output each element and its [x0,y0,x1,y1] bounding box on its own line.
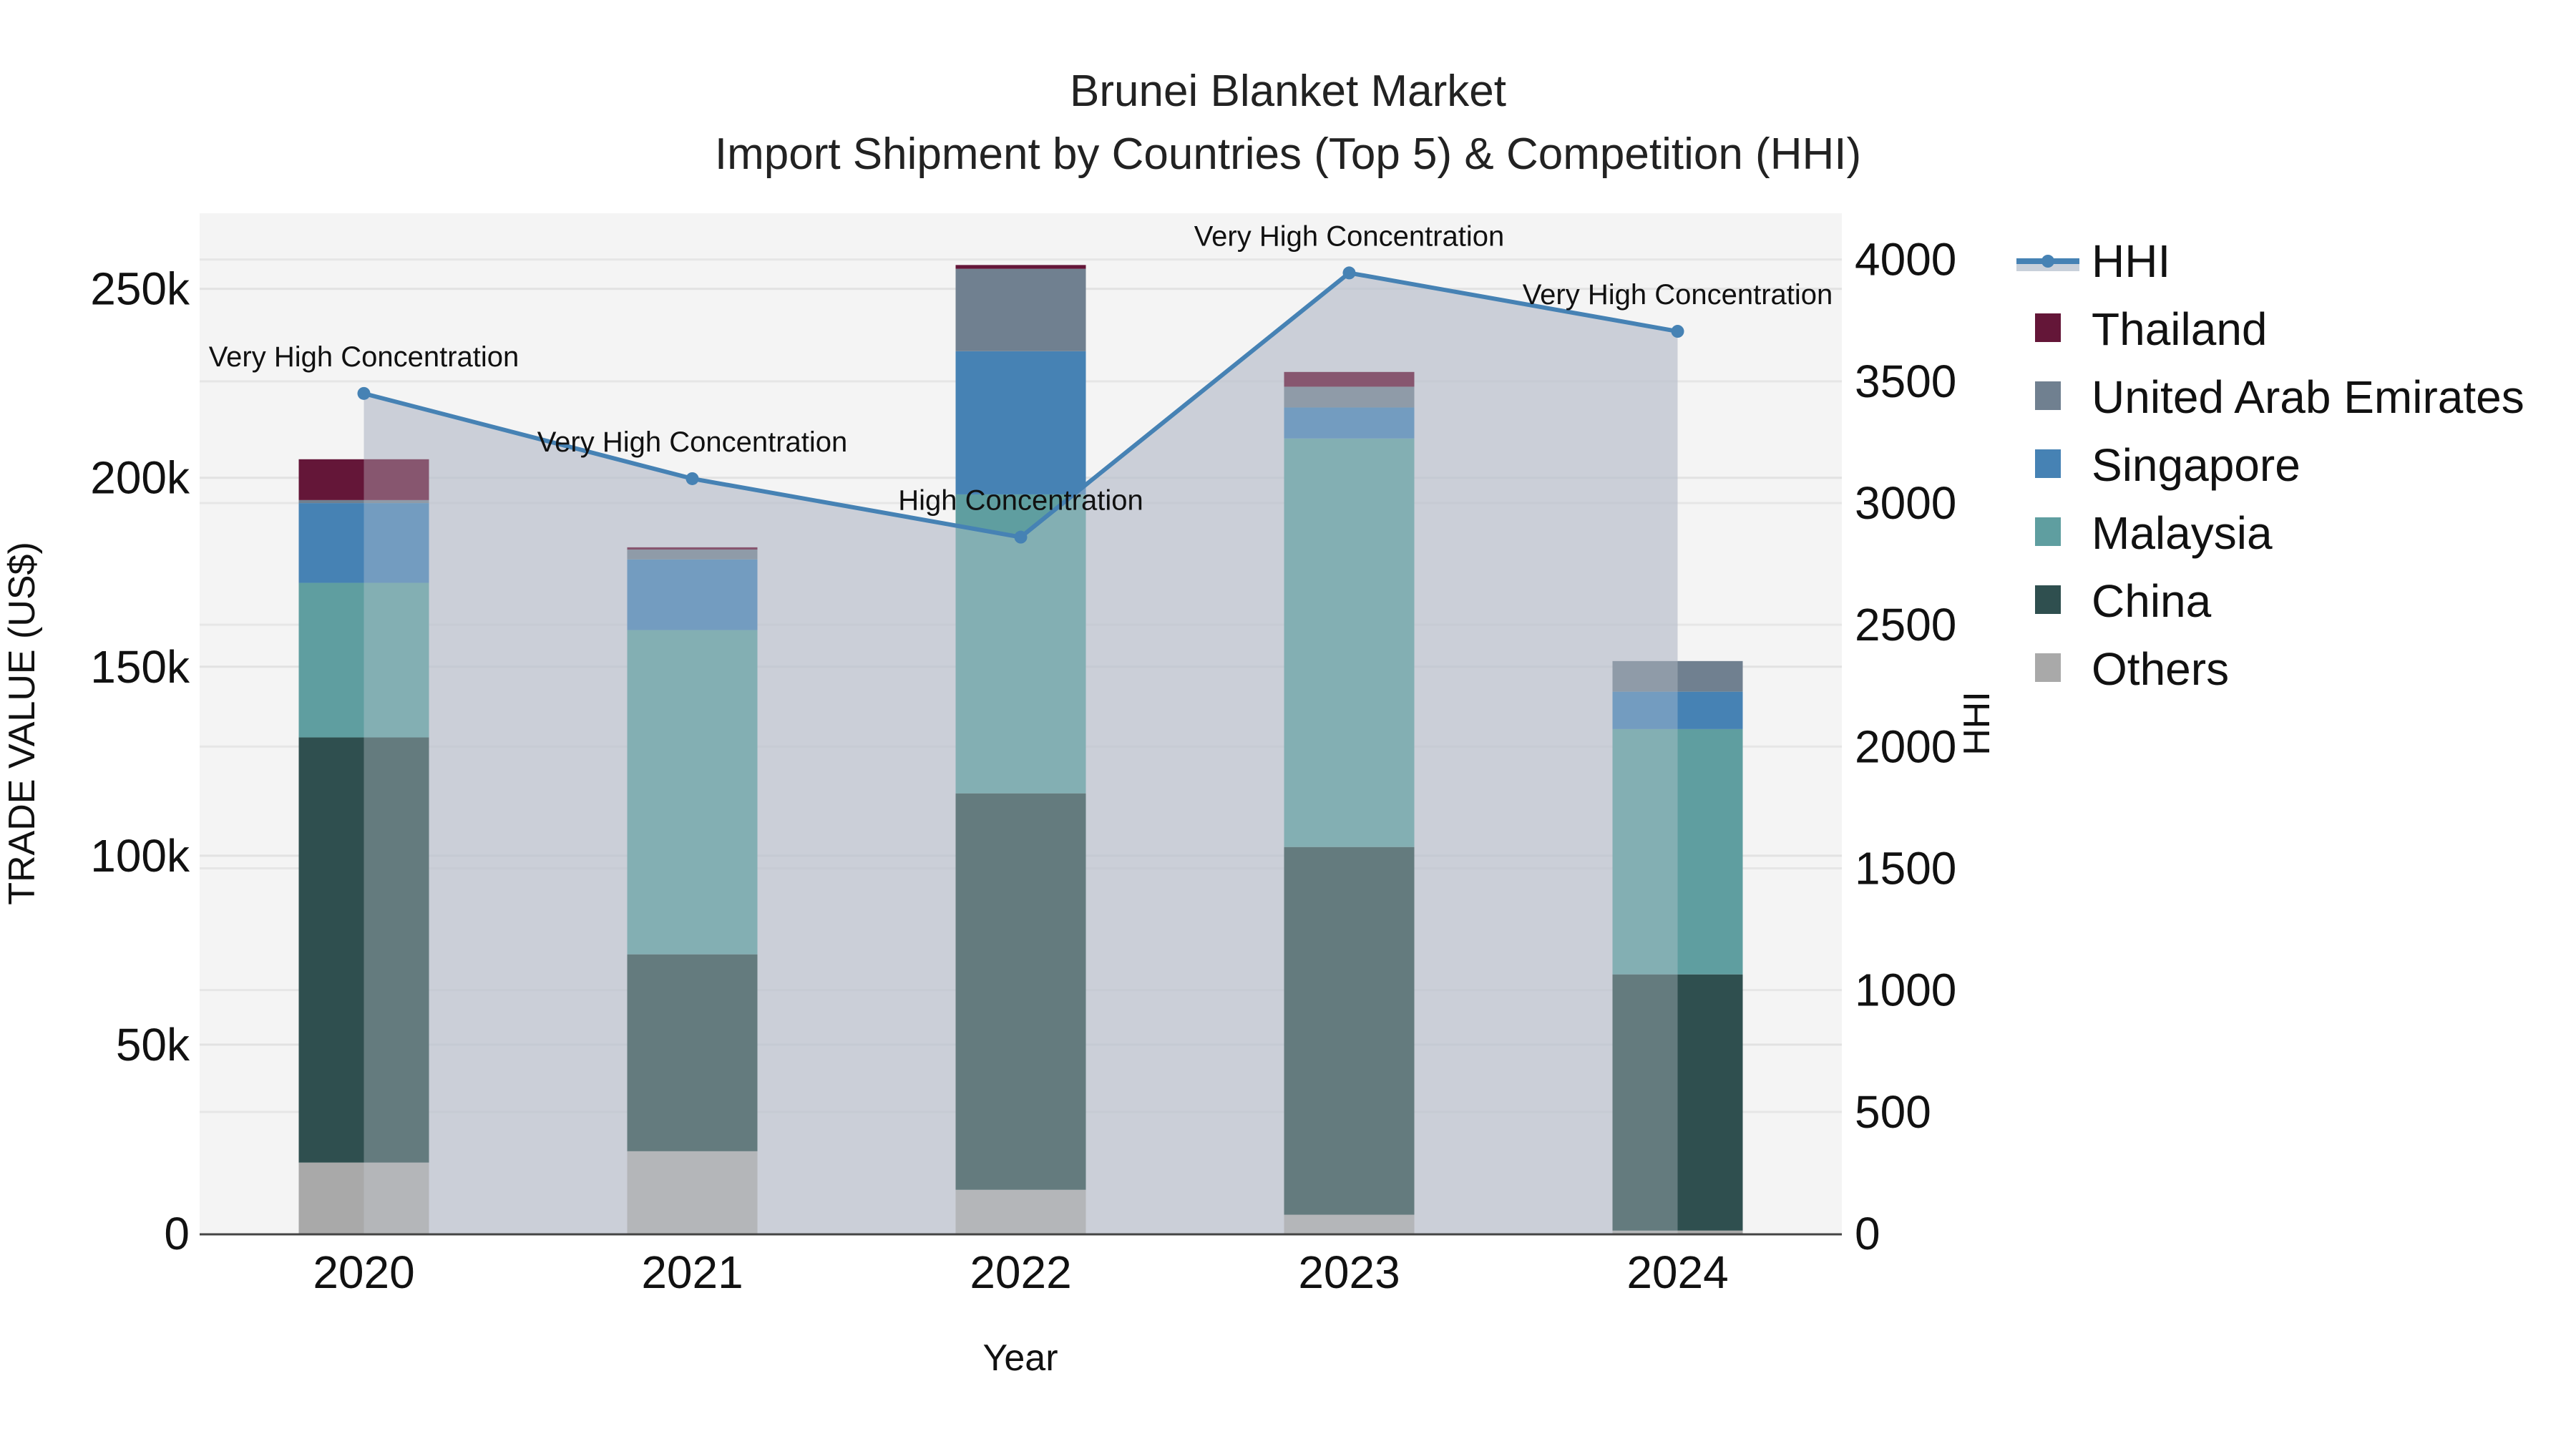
y-left-tick-label: 150k [90,641,190,693]
legend-label: Thailand [2092,303,2268,355]
x-axis: 2020 2021 2022 2023 2024 [313,1246,1728,1298]
bar-stack-2021[interactable] [627,547,758,1234]
bar-segment-others[interactable] [298,1162,429,1234]
bar-stack-2022[interactable] [955,265,1086,1234]
bar-segment-singapore[interactable] [955,351,1086,494]
bar-segment-others[interactable] [627,1151,758,1234]
hhi-annotation: Very High Concentration [1194,220,1505,252]
bar-segment-china[interactable] [627,954,758,1151]
legend-label: United Arab Emirates [2092,371,2524,423]
legend-item-china[interactable]: China [2035,575,2212,627]
y-right-tick-label: 4000 [1855,234,1956,286]
y-right-tick-label: 2500 [1855,599,1956,650]
bar-segment-thailand[interactable] [627,547,758,550]
bar-segment-united-arab-emirates[interactable] [1612,660,1743,692]
hhi-marker-2022[interactable] [1014,530,1028,544]
legend-swatch-icon [2035,449,2061,478]
bar-segment-china[interactable] [298,737,429,1163]
chart-title: Brunei Blanket Market [1070,67,1506,116]
bar-segment-united-arab-emirates[interactable] [1284,386,1415,408]
bar-segment-china[interactable] [1612,974,1743,1231]
bar-segment-thailand[interactable] [955,265,1086,269]
x-tick-label: 2021 [641,1246,743,1298]
y-right-tick-label: 0 [1855,1208,1880,1259]
hhi-marker-2021[interactable] [686,472,699,485]
legend-item-united-arab-emirates[interactable]: United Arab Emirates [2035,371,2524,423]
stacked-bars [298,265,1743,1234]
bar-stack-2024[interactable] [1612,660,1743,1234]
bar-segment-malaysia[interactable] [627,630,758,955]
legend-item-others[interactable]: Others [2035,643,2229,695]
y-right-tick-label: 3500 [1855,356,1956,407]
hhi-annotation: Very High Concentration [537,426,848,458]
bar-segment-china[interactable] [955,793,1086,1190]
legend-swatch-icon [2035,585,2061,614]
bar-segment-others[interactable] [1284,1214,1415,1234]
bar-segment-singapore[interactable] [1612,691,1743,729]
y-left-tick-label: 50k [116,1019,190,1070]
bar-segment-malaysia[interactable] [955,494,1086,794]
legend-item-malaysia[interactable]: Malaysia [2035,507,2273,559]
hhi-marker-2020[interactable] [357,386,371,400]
x-tick-label: 2024 [1626,1246,1728,1298]
bar-segment-united-arab-emirates[interactable] [298,499,429,504]
bar-segment-others[interactable] [955,1189,1086,1234]
hhi-marker-2024[interactable] [1671,325,1684,338]
legend-swatch-icon [2035,381,2061,410]
bar-segment-united-arab-emirates[interactable] [627,550,758,560]
legend-swatch-icon [2035,653,2061,682]
chart-subtitle: Import Shipment by Countries (Top 5) & C… [715,130,1861,179]
hhi-annotation: High Concentration [898,485,1143,517]
y-right-axis: 0 500 1000 1500 2000 2500 3000 3500 4000 [1855,234,1956,1259]
legend-label: Singapore [2092,439,2301,491]
bar-segment-singapore[interactable] [298,503,429,583]
legend-label: Malaysia [2092,507,2273,559]
annotations: Very High Concentration Very High Concent… [209,220,1833,516]
hhi-area-overlay [364,273,1678,1234]
x-tick-label: 2022 [970,1246,1071,1298]
bar-stack-2020[interactable] [298,459,429,1234]
bar-segment-others[interactable] [1612,1230,1743,1234]
y-left-tick-label: 100k [90,830,190,882]
legend-swatch-icon [2035,517,2061,546]
y-left-tick-label: 250k [90,263,190,315]
legend: HHI Thailand United Arab Emirates Singapore… [2016,235,2524,695]
y-left-axis-title: TRADE VALUE (US$) [1,542,43,905]
x-tick-label: 2023 [1298,1246,1400,1298]
x-tick-label: 2020 [313,1246,414,1298]
bar-segment-singapore[interactable] [1284,407,1415,439]
legend-label: China [2092,575,2212,627]
bar-segment-china[interactable] [1284,847,1415,1215]
y-right-tick-label: 2000 [1855,721,1956,772]
bar-segment-malaysia[interactable] [298,582,429,738]
hhi-line [357,266,1684,544]
legend-item-hhi[interactable]: HHI [2016,235,2170,287]
hhi-annotation: Very High Concentration [1523,279,1833,311]
y-left-tick-label: 0 [164,1208,190,1259]
legend-label: Others [2092,643,2229,695]
y-right-tick-label: 500 [1855,1086,1931,1138]
legend-label: HHI [2092,235,2170,287]
y-left-tick-label: 200k [90,452,190,504]
bar-segment-singapore[interactable] [627,559,758,630]
bar-segment-malaysia[interactable] [1284,438,1415,847]
legend-item-singapore[interactable]: Singapore [2035,439,2301,491]
x-axis-title: Year [982,1337,1058,1379]
y-right-tick-label: 3000 [1855,477,1956,529]
legend-swatch-icon [2035,313,2061,342]
bar-segment-thailand[interactable] [1284,371,1415,387]
hhi-annotation: Very High Concentration [209,341,519,373]
bar-segment-thailand[interactable] [298,459,429,500]
y-right-axis-title: HHI [1956,691,1998,756]
y-right-tick-label: 1500 [1855,842,1956,894]
y-left-axis: 0 50k 100k 150k 200k 250k [90,263,190,1259]
bar-segment-united-arab-emirates[interactable] [955,268,1086,351]
legend-marker-icon [2041,255,2054,268]
hhi-marker-2023[interactable] [1342,266,1356,280]
y-right-tick-label: 1000 [1855,965,1956,1016]
bar-segment-malaysia[interactable] [1612,728,1743,975]
legend-item-thailand[interactable]: Thailand [2035,303,2268,355]
bar-stack-2023[interactable] [1284,371,1415,1234]
